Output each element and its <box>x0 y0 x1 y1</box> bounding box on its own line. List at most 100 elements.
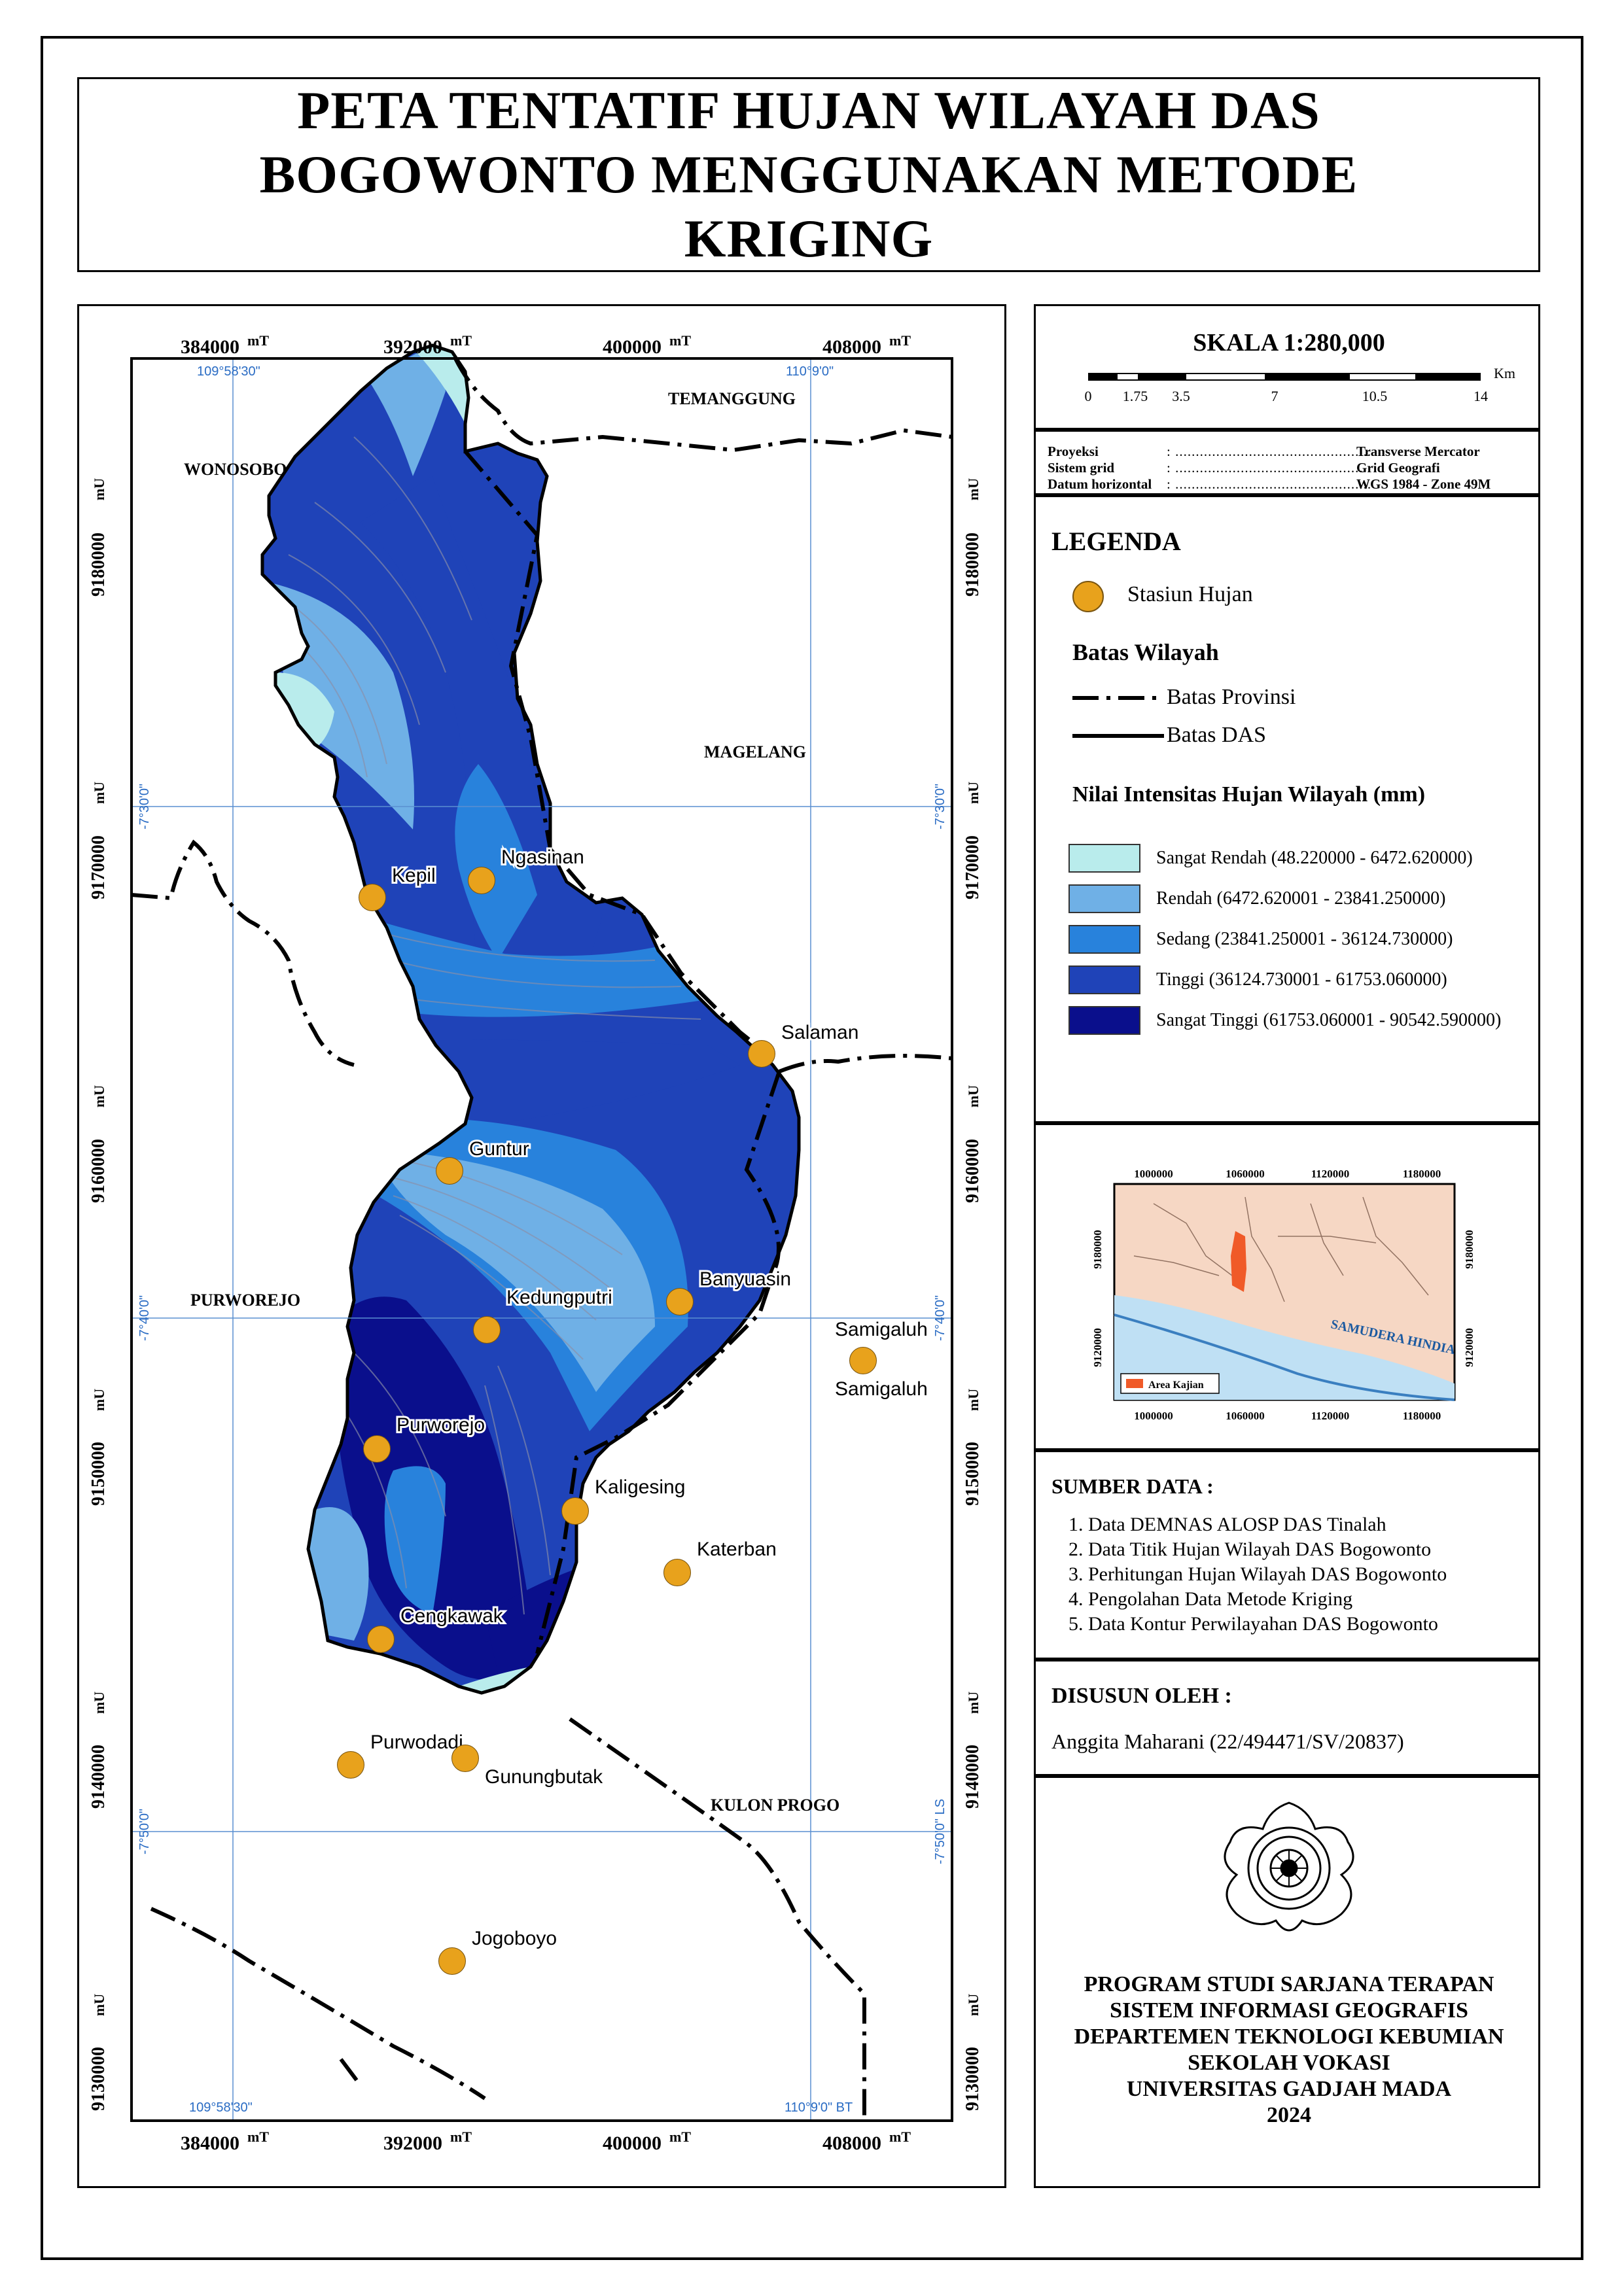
geo-left-1: -7°40'0" <box>137 1295 152 1341</box>
station-jogoboyo-marker[interactable] <box>438 1947 466 1975</box>
station-purwodadi-marker[interactable] <box>337 1751 364 1779</box>
legend-class-3-label: Tinggi (36124.730001 - 61753.060000) <box>1156 969 1447 990</box>
station-kepil-marker[interactable] <box>359 884 386 911</box>
geo-right-1: -7°40'0" <box>933 1295 947 1341</box>
map-canvas: WONOSOBO TEMANGGUNG MAGELANG PURWOREJO K… <box>88 332 983 2154</box>
station-samigaluh-marker[interactable] <box>849 1347 877 1374</box>
legend-class-1: Rendah (6472.620001 - 23841.250000) <box>1068 884 1446 913</box>
grid-x-top-unit-3: mT <box>889 332 911 349</box>
station-purworejo-marker[interactable] <box>363 1435 391 1463</box>
source-item-5: 5. Data Kontur Perwilayahan DAS Bogowont… <box>1068 1613 1438 1635</box>
legend-class-2-label: Sedang (23841.250001 - 36124.730000) <box>1156 929 1453 949</box>
author-name: Anggita Maharani (22/494471/SV/20837) <box>1051 1730 1404 1753</box>
station-ngasinan-label: Ngasinan <box>501 846 584 868</box>
station-katerban-label: Katerban <box>697 1539 777 1560</box>
footer-line-5: UNIVERSITAS GADJAH MADA <box>1126 2077 1452 2101</box>
sources-title: SUMBER DATA : <box>1051 1474 1214 1498</box>
scale-bar: 0 1.75 3.5 7 10.5 14 Km <box>1085 365 1516 404</box>
grid-y-right-1: 9170000 <box>962 835 983 899</box>
projection-label: Proyeksi <box>1048 444 1099 459</box>
geo-left-0: -7°30'0" <box>137 784 152 829</box>
geo-graticule <box>132 358 952 2121</box>
inset-x-bottom-1: 1060000 <box>1226 1410 1265 1422</box>
inset-area-label: Area Kajian <box>1148 1380 1204 1391</box>
inset-x-bottom-3: 1180000 <box>1403 1410 1441 1422</box>
grid-x-top-3: 408000 <box>822 336 881 358</box>
legend-station-marker <box>1072 581 1104 612</box>
projection-dots-1: : ......................................… <box>1167 460 1372 476</box>
grid-y-left-unit-4: mU <box>91 1692 107 1714</box>
legend-class-4-label: Sangat Tinggi (61753.060001 - 90542.5900… <box>1156 1010 1502 1030</box>
station-banyuasin-marker[interactable] <box>666 1288 694 1315</box>
legend-class-0-label: Sangat Rendah (48.220000 - 6472.620000) <box>1156 848 1473 868</box>
region-kulon-progo: KULON PROGO <box>711 1796 839 1815</box>
projection-dots-2: : ......................................… <box>1167 476 1372 492</box>
footer-line-2: SISTEM INFORMASI GEOGRAFIS <box>1110 1998 1468 2023</box>
region-temanggung: TEMANGGUNG <box>668 389 796 408</box>
legend-class-0: Sangat Rendah (48.220000 - 6472.620000) <box>1068 844 1473 873</box>
station-salaman-label: Salaman <box>781 1022 858 1043</box>
grid-y-left-unit-5: mU <box>91 1994 107 2016</box>
legend-class-4-swatch <box>1068 1006 1140 1035</box>
grid-y-right-5: 9130000 <box>962 2047 983 2111</box>
scale-tick-3: 7 <box>1271 388 1279 404</box>
legend-province-label: Batas Provinsi <box>1167 685 1296 709</box>
grid-y-left-5: 9130000 <box>88 2047 109 2111</box>
grid-x-top-1: 392000 <box>383 336 442 358</box>
scale-tick-1: 1.75 <box>1123 388 1148 404</box>
province-boundary <box>131 357 953 2121</box>
legend-class-3: Tinggi (36124.730001 - 61753.060000) <box>1068 965 1447 994</box>
grid-x-top-unit-0: mT <box>247 332 269 349</box>
station-kaligesing-marker[interactable] <box>561 1497 589 1525</box>
title-line-2: BOGOWONTO MENGGUNAKAN METODE <box>259 145 1358 204</box>
grid-y-right-unit-3: mU <box>965 1389 981 1411</box>
grid-x-top-2: 400000 <box>603 336 662 358</box>
geo-left-2: -7°50'0" <box>137 1809 152 1854</box>
source-item-4: 4. Pengolahan Data Metode Kriging <box>1068 1588 1353 1610</box>
station-kedungputri-marker[interactable] <box>473 1316 501 1344</box>
grid-x-bottom-0: 384000 <box>181 2132 239 2154</box>
region-wonosobo: WONOSOBO <box>184 460 287 479</box>
grid-x-top-unit-1: mT <box>450 332 472 349</box>
inset-y-left-1: 9120000 <box>1091 1328 1104 1367</box>
legend-das-label: Batas DAS <box>1167 723 1267 747</box>
station-katerban-marker[interactable] <box>663 1559 691 1586</box>
grid-y-left-unit-2: mU <box>91 1085 107 1107</box>
projection-dots-0: : ......................................… <box>1167 444 1372 459</box>
legend-class-1-swatch <box>1068 884 1140 913</box>
grid-y-right-unit-2: mU <box>965 1085 981 1107</box>
geo-right-0: -7°30'0" <box>933 784 947 829</box>
grid-y-right-unit-0: mU <box>965 478 981 500</box>
region-magelang: MAGELANG <box>704 742 806 761</box>
ugm-seal-logo <box>1224 1801 1354 1932</box>
legend-class-4: Sangat Tinggi (61753.060001 - 90542.5900… <box>1068 1006 1501 1035</box>
grid-y-right-3: 9150000 <box>962 1442 983 1506</box>
region-purworejo: PURWOREJO <box>190 1291 300 1310</box>
station-ngasinan-marker[interactable] <box>468 867 495 894</box>
legend-province-line <box>1072 696 1164 700</box>
inset-panel: SAMUDERA HINDIA Area Kajian 1000000 1060… <box>1034 1123 1540 1450</box>
inset-x-top-3: 1180000 <box>1403 1168 1441 1180</box>
station-cengkawak-marker[interactable] <box>367 1626 395 1653</box>
inset-y-left-0: 9180000 <box>1091 1230 1104 1269</box>
grid-x-bottom-unit-0: mT <box>247 2129 269 2145</box>
legend-title: LEGENDA <box>1051 527 1181 556</box>
station-samigaluh-label: Samigaluh <box>835 1319 928 1340</box>
scale-title: SKALA 1:280,000 <box>1193 329 1385 357</box>
grid-y-right-2: 9160000 <box>962 1139 983 1203</box>
author-panel: DISUSUN OLEH : Anggita Maharani (22/4944… <box>1034 1660 1540 1776</box>
grid-y-left-unit-3: mU <box>91 1389 107 1411</box>
source-item-3: 3. Perhitungan Hujan Wilayah DAS Bogowon… <box>1068 1563 1447 1585</box>
side-panel: SKALA 1:280,000 0 1.75 3.5 7 10.5 14 Km … <box>1034 304 1540 2188</box>
station-gunungbutak-marker[interactable] <box>451 1745 479 1772</box>
legend-class-0-swatch <box>1068 844 1140 873</box>
institution-panel: PROGRAM STUDI SARJANA TERAPAN SISTEM INF… <box>1034 1776 1540 2188</box>
grid-x-top-0: 384000 <box>181 336 239 358</box>
station-guntur-marker[interactable] <box>436 1157 463 1185</box>
station-jogoboyo-label: Jogoboyo <box>472 1928 557 1949</box>
station-salaman-marker[interactable] <box>748 1040 775 1068</box>
inset-x-bottom-0: 1000000 <box>1134 1410 1173 1422</box>
source-item-2: 2. Data Titik Hujan Wilayah DAS Bogowont… <box>1068 1539 1432 1560</box>
grid-y-right-4: 9140000 <box>962 1745 983 1809</box>
station-cengkawak-label: Cengkawak <box>400 1605 504 1627</box>
